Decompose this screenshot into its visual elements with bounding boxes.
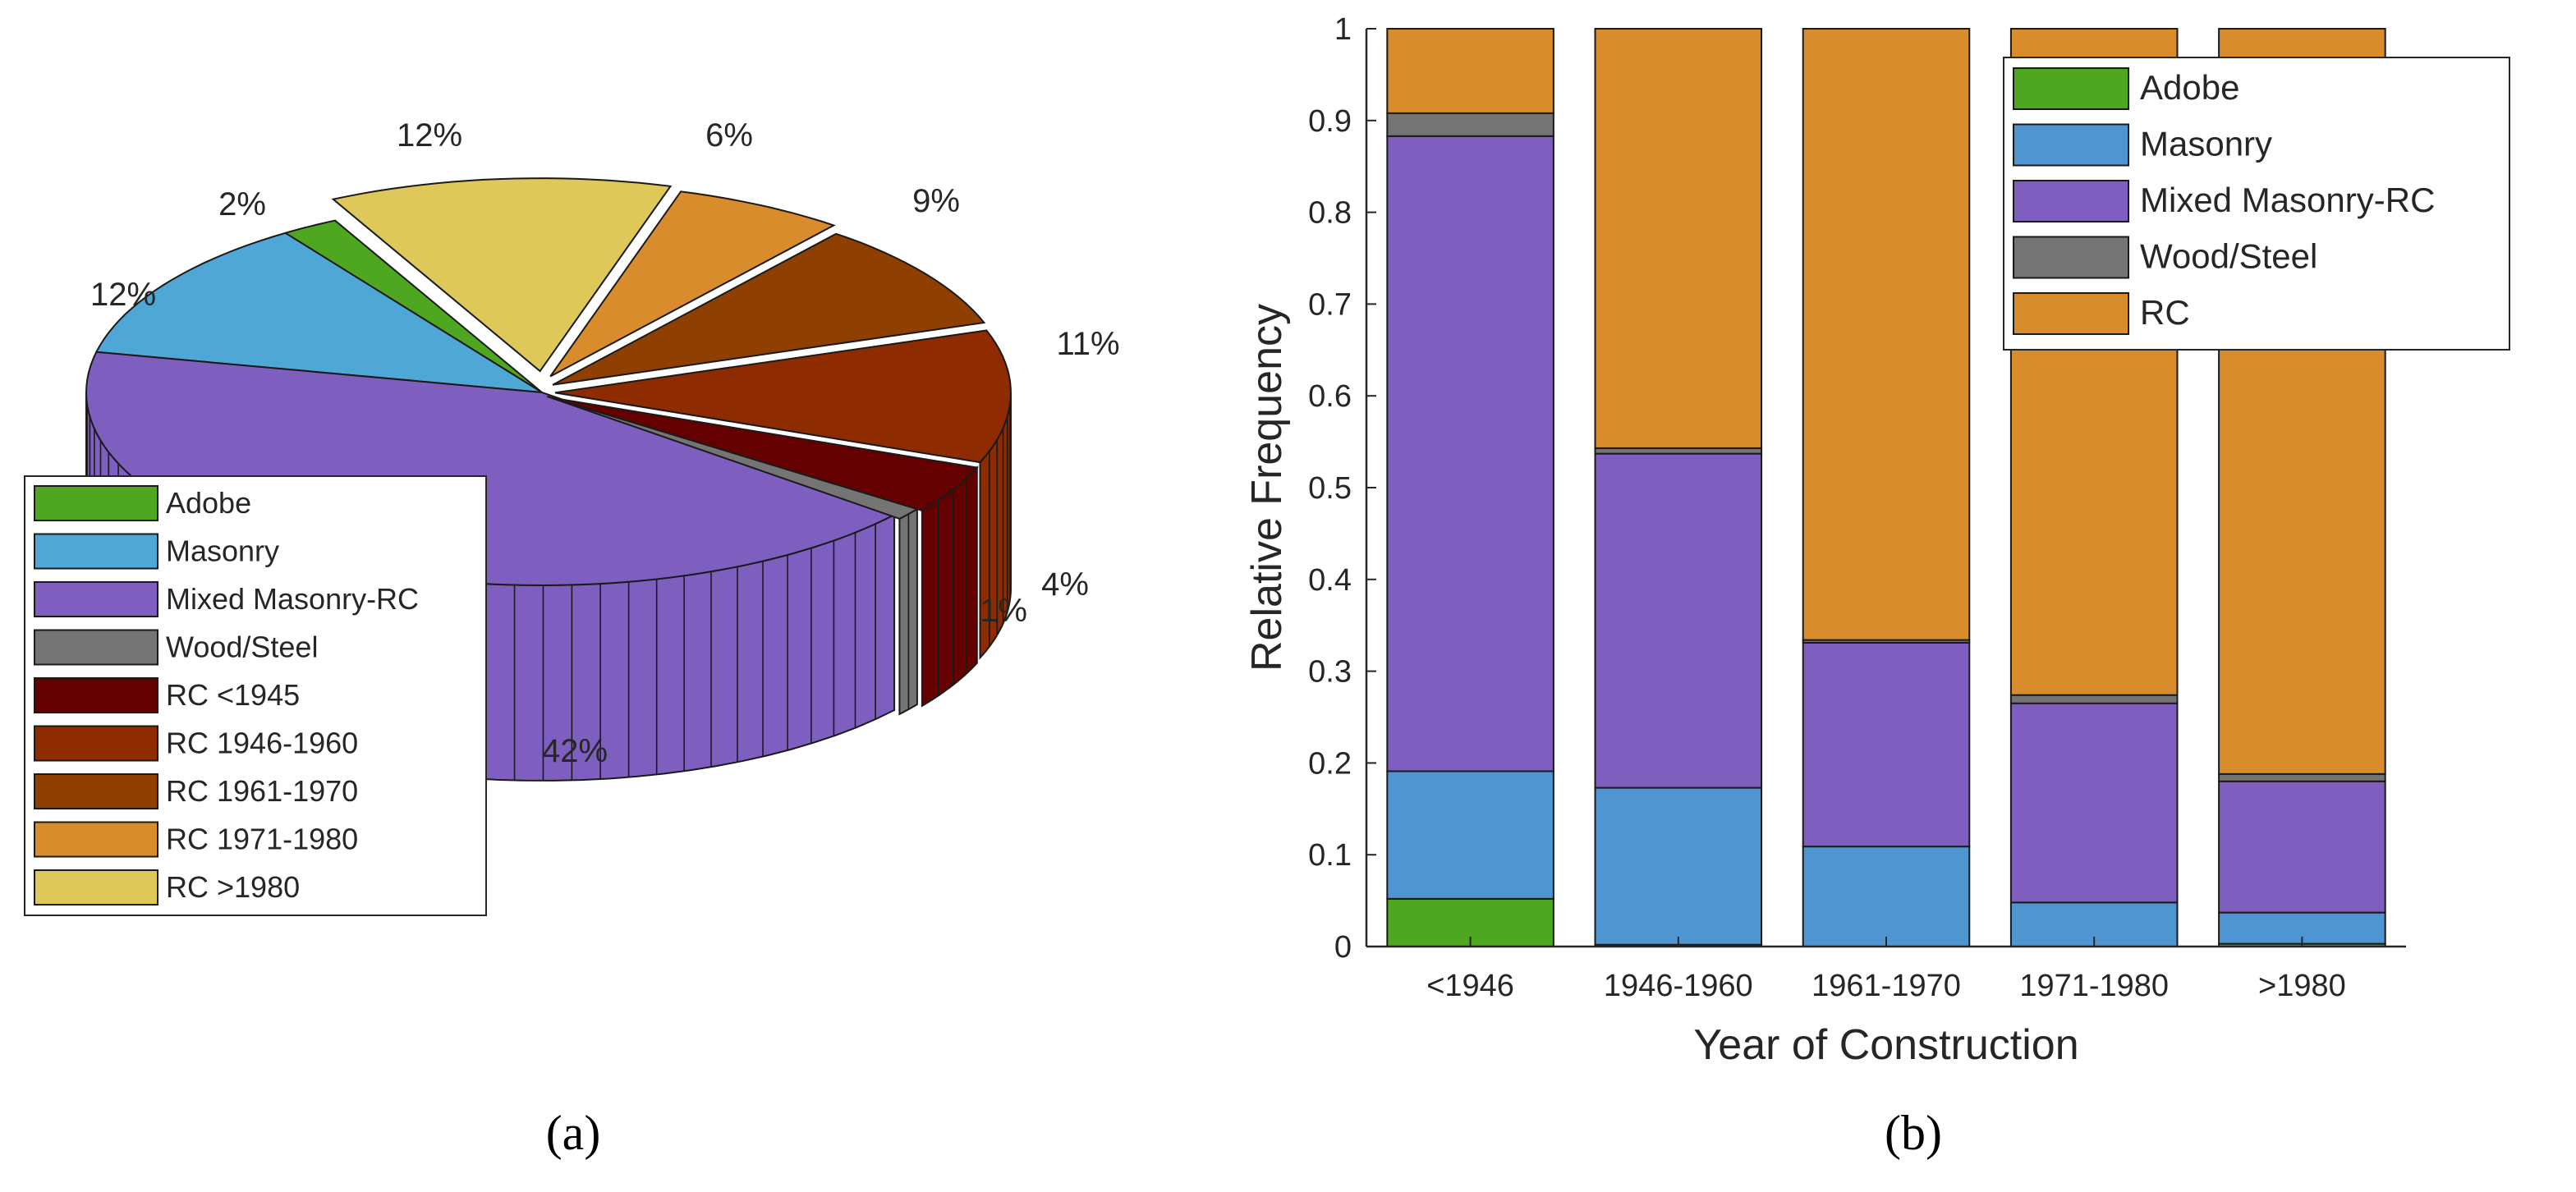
pie-slice-masonry [94,232,543,393]
pie-legend-label-rc-1946-1960: RC 1946-1960 [166,727,358,760]
pie-label-adobe: 2% [218,186,266,222]
pie-slice-rc-gt1980 [331,177,673,373]
bar-legend-label-rc: RC [2140,293,2190,332]
pie-label-wood-steel: 1% [980,593,1027,629]
pie-legend-swatch-masonry [34,533,158,570]
bar-legend-swatch-rc [2013,292,2129,335]
pie-label-rc-1961-1970: 9% [912,183,960,219]
y-tick-label-0-8: 0.8 [1308,196,1352,231]
x-axis-label: Year of Construction [1693,1021,2078,1069]
pie-slice-adobe [283,219,543,393]
y-tick-label-1: 1 [1334,12,1352,47]
pie-legend-label-rc-gt1980: RC >1980 [166,870,300,904]
bar-wood-steel-lt1946 [1386,112,1554,137]
x-tick-label-1961-1970: 1961-1970 [1811,969,1961,1003]
bar-masonry-1961-1970 [1802,846,1971,947]
pie-legend-label-masonry: Masonry [166,534,279,568]
x-tick-label-gt1980: >1980 [2258,969,2346,1003]
pie-slice-rc-1971-1980 [549,190,836,378]
pie-legend-swatch-rc-gt1980 [34,869,158,905]
bar-legend-label-adobe: Adobe [2140,68,2239,107]
pie-legend-swatch-rc-1961-1970 [34,773,158,809]
x-tick-label-lt1946: <1946 [1426,969,1514,1003]
pie-label-rc-1971-1980: 6% [705,117,753,154]
y-tick-label-0-3: 0.3 [1308,655,1352,690]
pie-legend-swatch-mixed-masonry-rc [34,581,158,617]
bar-legend-swatch-mixed-masonry-rc [2013,180,2129,222]
y-tick-label-0-6: 0.6 [1308,379,1352,414]
y-tick-label-0-9: 0.9 [1308,104,1352,139]
pie-label-rc-gt1980: 12% [397,117,462,154]
bar-legend-label-mixed-masonry-rc: Mixed Masonry-RC [2140,181,2435,219]
bar-rc-1946-1960 [1594,28,1763,449]
bar-legend-label-wood-steel: Wood/Steel [2140,237,2317,276]
pie-legend-label-rc-1961-1970: RC 1961-1970 [166,774,358,808]
pie-legend-label-adobe: Adobe [166,486,251,520]
bar-wood-steel-gt1980 [2218,773,2386,782]
pie-slice-wood-steel [547,395,920,520]
pie-legend-label-rc-lt1945: RC <1945 [166,678,300,712]
bar-legend-swatch-wood-steel [2013,236,2129,279]
bar-wood-steel-1971-1980 [2009,694,2179,704]
bar-legend-label-masonry: Masonry [2140,125,2272,163]
pie-slice-rc-lt1945 [552,397,979,511]
bar-masonry-1946-1960 [1594,786,1763,946]
bar-mixed-masonry-rc-1961-1970 [1802,641,1971,848]
pie-legend-swatch-rc-1946-1960 [34,725,158,762]
bar-wood-steel-1946-1960 [1594,447,1763,455]
bar-mixed-masonry-rc-lt1946 [1386,135,1554,773]
pie-top-faces [85,177,1012,587]
pie-label-rc-1946-1960: 11% [1056,326,1119,362]
bar-masonry-lt1946 [1386,770,1554,900]
pie-label-mixed-masonry-rc: 42% [542,733,608,769]
y-tick-label-0-5: 0.5 [1308,471,1352,506]
pie-legend-swatch-rc-lt1945 [34,677,158,713]
bar-legend-swatch-masonry [2013,123,2129,167]
bar-legend: Adobe Masonry Mixed Masonry-RC Wood/Steel RC [2003,57,2510,351]
pie-label-rc-lt1945: 4% [1041,566,1089,603]
y-tick-label-0-4: 0.4 [1308,563,1352,598]
pie-label-masonry: 12% [90,277,156,313]
bar-legend-swatch-adobe [2013,67,2129,110]
pie-legend-label-mixed-masonry-rc: Mixed Masonry-RC [166,582,419,616]
y-axis-label: Relative Frequency [1243,304,1291,672]
pie-legend-swatch-adobe [34,485,158,521]
y-tick-label-0-7: 0.7 [1308,287,1352,322]
pie-legend-swatch-wood-steel [34,629,158,666]
y-tick-label-0: 0 [1334,930,1352,965]
pie-slice-rc-1946-1960 [554,329,1012,464]
pie-legend-label-wood-steel: Wood/Steel [166,630,318,664]
bar-rc-lt1946 [1386,28,1554,114]
pie-slice-rc-1961-1970 [552,232,986,386]
y-tick-label-0-1: 0.1 [1308,838,1352,873]
pie-legend-label-rc-1971-1980: RC 1971-1980 [166,823,358,856]
bar-mixed-masonry-rc-1946-1960 [1594,452,1763,789]
pie-legend-swatch-rc-1971-1980 [34,821,158,858]
x-tick-label-1946-1960: 1946-1960 [1604,969,1753,1003]
bar-mixed-masonry-rc-gt1980 [2218,780,2386,914]
x-tick-label-1971-1980: 1971-1980 [2019,969,2169,1003]
pie-legend: Adobe Masonry Mixed Masonry-RC Wood/Steel RC… [24,475,487,916]
panel-label-a: (a) [546,1106,601,1160]
y-tick-label-0-2: 0.2 [1308,746,1352,781]
bar-rc-1961-1970 [1802,28,1971,641]
bar-mixed-masonry-rc-1971-1980 [2009,702,2179,904]
panel-label-b: (b) [1885,1106,1942,1160]
